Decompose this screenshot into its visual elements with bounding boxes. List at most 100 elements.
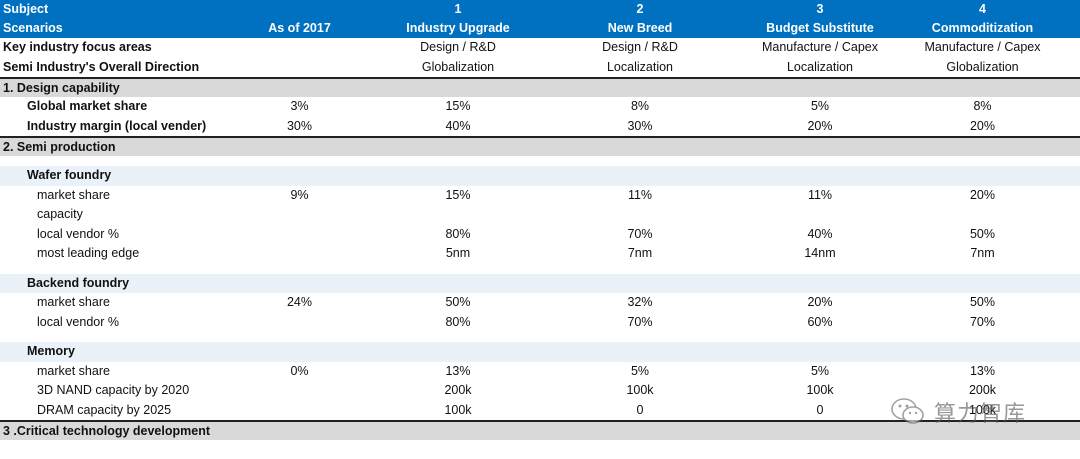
subsection-backend: Backend foundry <box>0 273 1080 293</box>
as-of-header: As of 2017 <box>208 19 391 38</box>
cell-value: 60% <box>807 314 833 329</box>
cell-value: 80% <box>445 226 471 241</box>
cell-value: 5% <box>810 363 830 378</box>
cell-value: 200k <box>968 383 997 397</box>
cell-value <box>391 205 525 225</box>
cell-value: 15% <box>445 187 471 202</box>
table-row: DRAM capacity by 2025 100k 0 0 100k <box>0 401 1080 422</box>
section-critical: 3 .Critical technology development <box>0 420 1080 440</box>
row-label: market share <box>37 295 110 309</box>
cell-value: 80% <box>445 314 471 329</box>
cell-value: 11% <box>627 187 653 202</box>
table-row: Global market share 3% 15% 8% 5% 8% <box>0 97 1080 117</box>
cell-value <box>525 205 755 225</box>
table-row: market share 24% 50% 32% 20% 50% <box>0 293 1080 313</box>
cell-value: 8% <box>630 99 650 113</box>
focus-label: Key industry focus areas <box>3 40 152 54</box>
subsection-wafer: Wafer foundry <box>0 166 1080 186</box>
focus-value: Manufacture / Capex <box>761 40 879 54</box>
row-label: Global market share <box>27 99 148 113</box>
focus-value: Design / R&D <box>602 40 678 54</box>
watermark-text: 算力智库 <box>934 402 1027 427</box>
header-row-numbers: Subject 1 2 3 4 <box>0 0 1080 19</box>
cell-value: 20% <box>807 118 833 133</box>
subsection-memory: Memory <box>0 342 1080 362</box>
cell-value: 100k <box>444 402 472 417</box>
row-label: capacity <box>37 207 83 221</box>
table-row: 3D NAND capacity by 2020 200k 100k 100k … <box>0 381 1080 401</box>
baseline-value: 3% <box>290 99 309 113</box>
cell-value: 50% <box>969 226 996 241</box>
cell-value: 50% <box>445 295 471 309</box>
focus-value: Manufacture / Capex <box>924 40 1041 54</box>
row-label: local vendor % <box>37 314 119 329</box>
direction-row: Semi Industry's Overall Direction Global… <box>0 58 1080 79</box>
row-label: local vendor % <box>37 226 119 241</box>
direction-value: Localization <box>786 59 853 74</box>
focus-row: Key industry focus areas Design / R&D De… <box>0 38 1080 58</box>
baseline-value <box>208 244 391 264</box>
row-label: most leading edge <box>37 246 140 260</box>
cell-value: 70% <box>627 226 653 241</box>
cell-value: 32% <box>627 295 653 309</box>
scenario-1-name: Industry Upgrade <box>391 19 525 38</box>
scenario-4-num: 4 <box>885 0 1080 19</box>
scenario-3-name: Budget Substitute <box>755 19 885 38</box>
baseline-value <box>208 205 391 225</box>
cell-value: 100k <box>806 383 834 397</box>
cell-value: 100k <box>968 402 997 417</box>
table-row: market share 0% 13% 5% 5% 13% <box>0 362 1080 382</box>
cell-value: 5nm <box>445 246 471 260</box>
cell-value: 70% <box>627 314 653 329</box>
cell-value: 20% <box>969 187 996 202</box>
cell-value <box>755 205 885 225</box>
table-row: most leading edge 5nm 7nm 14nm 7nm <box>0 244 1080 264</box>
scenario-3-num: 3 <box>755 0 885 19</box>
cell-value: 50% <box>969 295 996 309</box>
table-row: local vendor % 80% 70% 60% 70% <box>0 313 1080 333</box>
cell-value: 13% <box>445 363 471 378</box>
subsection-title: Wafer foundry <box>0 166 208 186</box>
scenario-4-name: Commoditization <box>885 19 1080 38</box>
section-design: 1. Design capability <box>0 77 1080 97</box>
wechat-icon <box>891 398 924 424</box>
cell-value: 14nm <box>804 246 836 260</box>
baseline-value <box>208 225 391 245</box>
baseline-value: 24% <box>286 295 313 309</box>
cell-value: 0 <box>636 402 644 417</box>
direction-value: Globalization <box>421 59 495 74</box>
watermark: 算力智库 <box>890 392 1060 432</box>
cell-value: 0 <box>816 402 824 417</box>
cell-value: 11% <box>807 187 833 202</box>
header-row-names: Scenarios As of 2017 Industry Upgrade Ne… <box>0 19 1080 38</box>
baseline-value: 30% <box>286 118 313 133</box>
table-row: capacity <box>0 205 1080 225</box>
row-label: market share <box>37 363 110 378</box>
row-label: DRAM capacity by 2025 <box>37 402 172 417</box>
cell-value: 20% <box>807 295 833 309</box>
cell-value: 20% <box>969 118 996 133</box>
subject-label: Subject <box>0 0 208 19</box>
scenarios-label: Scenarios <box>0 19 208 38</box>
table-row: market share 9% 15% 11% 11% 20% <box>0 186 1080 206</box>
subsection-title: Backend foundry <box>0 273 208 293</box>
cell-value: 5% <box>630 363 650 378</box>
baseline-value <box>208 401 391 422</box>
section-title: 1. Design capability <box>0 77 1080 97</box>
cell-value: 8% <box>973 99 992 113</box>
direction-value: Localization <box>606 59 673 74</box>
table-row: local vendor % 80% 70% 40% 50% <box>0 225 1080 245</box>
cell-value: 7nm <box>627 246 653 260</box>
row-label: market share <box>37 187 110 202</box>
baseline-value <box>208 381 391 401</box>
subsection-title: Memory <box>0 342 208 362</box>
row-label: Industry margin (local vender) <box>27 118 207 133</box>
baseline-value: 9% <box>290 187 309 202</box>
section-production: 2. Semi production <box>0 136 1080 156</box>
cell-value: 40% <box>445 118 471 133</box>
section-title: 3 .Critical technology development <box>0 420 1080 440</box>
section-title: 2. Semi production <box>0 136 1080 156</box>
cell-value: 7nm <box>970 246 995 260</box>
row-label: 3D NAND capacity by 2020 <box>37 383 190 397</box>
cell-value: 100k <box>626 383 654 397</box>
